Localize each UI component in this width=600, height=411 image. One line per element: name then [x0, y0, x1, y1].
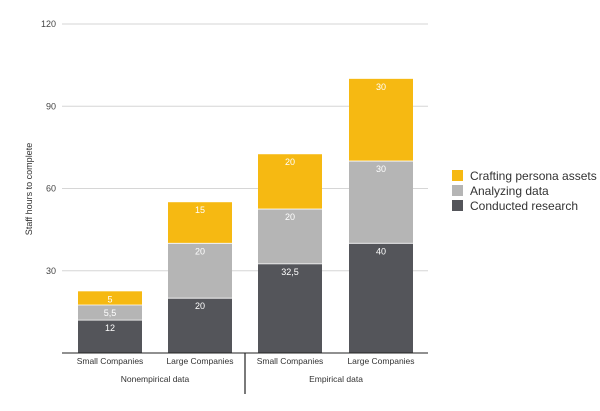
bar-segment [349, 78, 413, 162]
legend-item-crafting: Crafting persona assets [452, 168, 597, 183]
data-label: 20 [195, 301, 205, 311]
group-label: Empirical data [309, 374, 363, 384]
data-label: 15 [195, 205, 205, 215]
legend-swatch-research [452, 200, 463, 211]
bar-segment [78, 291, 142, 306]
data-label: 20 [285, 157, 295, 167]
bar-segment [258, 263, 322, 353]
y-tick-label: 30 [46, 266, 56, 276]
x-tick-label: Large Companies [166, 356, 233, 366]
legend-label-crafting: Crafting persona assets [470, 168, 597, 183]
x-tick-label: Small Companies [77, 356, 144, 366]
legend-swatch-crafting [452, 170, 463, 181]
x-tick-label: Small Companies [257, 356, 324, 366]
data-label: 40 [376, 246, 386, 256]
bar-segment [168, 202, 232, 244]
data-label: 32,5 [281, 267, 299, 277]
data-label: 5,5 [104, 308, 117, 318]
data-label: 20 [195, 246, 205, 256]
y-tick-label: 60 [46, 184, 56, 194]
bar-segment [258, 154, 322, 210]
data-label: 5 [107, 294, 112, 304]
y-axis-label: Staff hours to complete [24, 143, 34, 235]
data-labels: 12 5,5 5 20 20 15 32,5 20 20 40 30 30 [104, 82, 386, 333]
data-label: 12 [105, 323, 115, 333]
legend-label-research: Conducted research [470, 198, 579, 213]
bars [78, 78, 413, 353]
y-tick-label: 90 [46, 101, 56, 111]
legend-swatch-analyzing [452, 185, 463, 196]
bar-segment [78, 305, 142, 321]
bar-segment [78, 320, 142, 353]
group-label: Nonempirical data [121, 374, 190, 384]
data-label: 30 [376, 164, 386, 174]
data-label: 30 [376, 82, 386, 92]
bar-segment [349, 161, 413, 244]
bar-segment [168, 243, 232, 299]
bar-segment [349, 243, 413, 353]
axes: 120 90 60 30 Staff hours to complete Small Co… [24, 19, 428, 394]
legend-label-analyzing: Analyzing data [470, 183, 549, 198]
legend: Crafting persona assets Analyzing data C… [452, 168, 597, 213]
bar-segment [168, 298, 232, 353]
legend-item-research: Conducted research [452, 198, 597, 213]
legend-item-analyzing: Analyzing data [452, 183, 597, 198]
y-tick-label: 120 [41, 19, 56, 29]
x-tick-label: Large Companies [347, 356, 414, 366]
data-label: 20 [285, 212, 295, 222]
bar-segment [258, 209, 322, 264]
